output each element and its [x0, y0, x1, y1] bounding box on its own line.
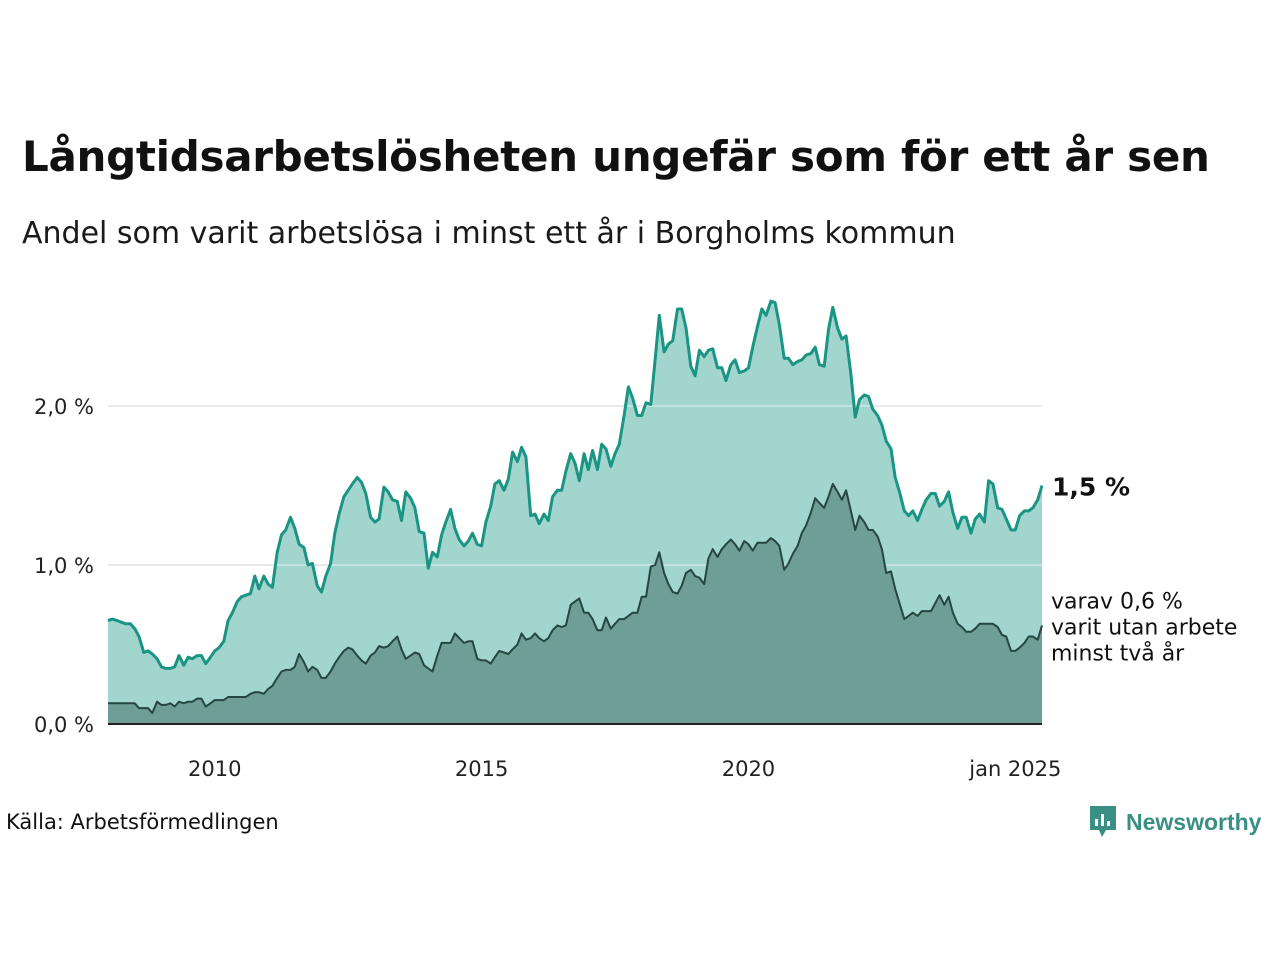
total-line: [107, 299, 1044, 670]
long-term-area: [108, 483, 1042, 724]
long-term-line: [108, 482, 1043, 714]
newsworthy-logo-icon: [1090, 806, 1116, 837]
long-term-end-label: minst två år: [1051, 640, 1185, 666]
source-note: Källa: Arbetsförmedlingen: [6, 810, 279, 834]
axis-labels: 0,0 % 1,0 % 2,0 % 2010 2015 2020 jan 2025: [34, 395, 1061, 781]
y-tick-label: 1,0 %: [34, 554, 94, 578]
y-tick-label: 2,0 %: [34, 395, 94, 419]
chart-areas: [107, 299, 1044, 724]
area-chart: 0,0 % 1,0 % 2,0 % 2010 2015 2020 jan 2025 1,5 …: [34, 299, 1237, 781]
x-tick-label: 2010: [188, 757, 241, 781]
newsworthy-logo[interactable]: Newsworthy: [1088, 804, 1261, 840]
chart-subtitle: Andel som varit arbetslösa i minst ett å…: [22, 216, 956, 251]
chart-title: Långtidsarbetslösheten ungefär som för e…: [22, 132, 1210, 181]
x-tick-label: jan 2025: [968, 757, 1061, 781]
x-tick-label: 2020: [722, 757, 775, 781]
brand-name: Newsworthy: [1126, 808, 1262, 835]
long-term-end-label: varit utan arbete: [1051, 615, 1237, 640]
y-tick-label: 0,0 %: [34, 713, 94, 737]
x-tick-label: 2015: [455, 757, 508, 781]
long-term-end-label: varav 0,6 %: [1051, 589, 1183, 614]
total-end-label: 1,5 %: [1052, 473, 1130, 502]
